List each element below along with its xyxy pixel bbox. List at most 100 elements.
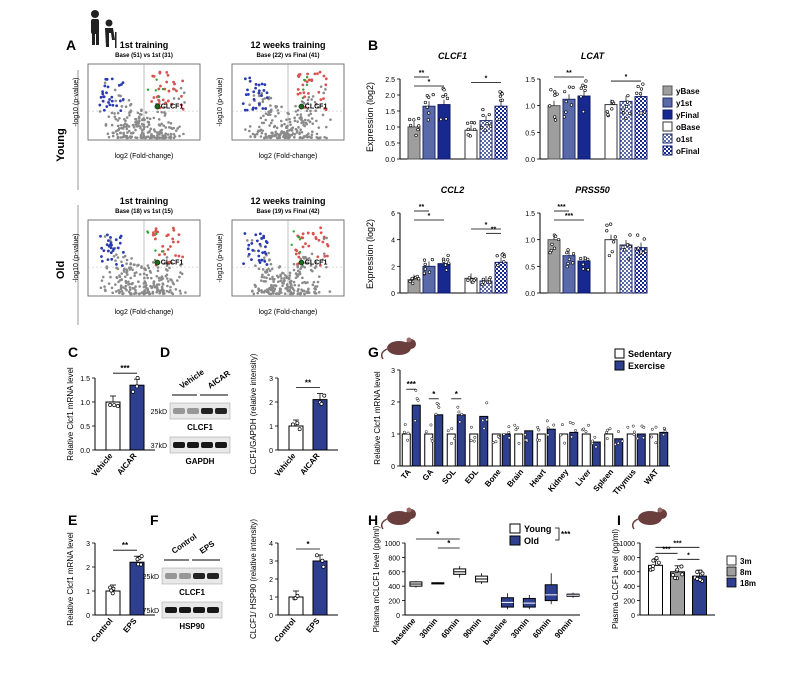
data-dot [517,441,521,445]
volcano-point [119,123,123,127]
legend-swatch [662,133,673,144]
data-dot [444,117,448,121]
volcano-point [128,286,132,289]
volcano-point-up [154,227,158,231]
mouse-icon [380,507,416,530]
volcano-point [171,281,175,284]
data-dot [481,113,485,118]
volcano-point-down [106,258,110,262]
data-dot [425,105,429,109]
volcano-point-up [318,70,322,74]
volcano-point [285,276,289,280]
data-dot [606,113,610,117]
y-tick-label: 2 [391,264,395,271]
volcano-point [264,112,268,115]
volcano-point [298,270,302,274]
volcano-point [161,286,164,290]
data-dot [494,440,498,444]
panel-b-legend: yBase y1st yFinal oBase o1st oFinal [662,85,701,156]
x-tick-label: Control [272,617,297,645]
volcano-point [311,269,314,273]
volcano-point [114,130,118,133]
data-dot [457,410,461,414]
data-dot [135,376,140,380]
volcano-point-down [265,241,269,245]
data-dot [481,419,485,422]
volcano-point-up [167,89,171,93]
y-axis-label: Relative Clcf1 mRNA level [66,532,75,626]
volcano-point-up [170,102,173,106]
bar-sedentary [626,433,636,467]
volcano-point-up [165,80,169,84]
volcano-point [149,127,153,131]
x-tick-label: Bone [483,467,503,489]
data-dot [442,88,446,92]
data-dot [469,425,473,429]
volcano-point-down [265,91,269,95]
data-dot [624,104,629,109]
x-tick-label: SOL [440,467,458,485]
x-tick-label: EPS [304,616,322,635]
volcano-point [143,267,146,270]
data-dot [502,254,506,259]
data-dot [571,261,575,265]
volcano-point [261,100,265,104]
data-dot [581,262,585,267]
volcano-point [307,132,310,135]
data-dot [679,564,684,569]
band-label: CLCF1 [179,588,205,597]
bar-sedentary [491,433,501,467]
volcano-point [155,283,159,287]
volcano-point [118,275,122,278]
volcano-point [169,121,173,125]
volcano-point-highlight [301,96,305,100]
y-tick-label: 2 [269,400,273,407]
volcano-point [267,267,270,271]
data-dot [488,280,492,284]
volcano-point [302,289,306,293]
volcano-point [143,118,146,122]
data-dot [579,95,583,99]
volcano-point [162,124,166,127]
data-dot [442,259,446,264]
volcano-point [176,127,179,130]
volcano-point-up [314,237,318,241]
data-dot [613,442,617,446]
volcano-point-down [265,96,269,100]
volcano-point [166,284,169,288]
volcano-point [319,85,323,88]
volcano-point [155,131,159,134]
volcano-point-down [257,249,260,253]
sig-label: * [485,222,488,229]
bar-sedentary [581,433,591,467]
volcano-point [310,252,314,256]
data-dot [523,433,527,437]
blot-band [165,573,177,579]
volcano-point [300,121,303,125]
data-dot [427,111,431,115]
data-dot [673,576,678,581]
volcano-point [103,235,107,238]
data-dot [651,558,656,563]
bar-exercise [434,414,444,467]
volcano-point-highlight [155,78,158,81]
y-tick-label: 3 [86,541,90,548]
data-dot [670,573,675,577]
volcano-point-up [316,255,320,259]
volcano-point-down [118,236,122,239]
volcano-point [322,252,326,256]
volcano-point [117,128,121,132]
volcano-point [264,132,267,136]
volcano-point [128,113,131,117]
data-dot [496,263,500,268]
data-dot [606,428,609,432]
volcano-point-up [158,253,161,257]
volcano-point-down [258,102,261,106]
volcano-point-up [319,263,322,267]
volcano-point [157,283,161,286]
human-silhouette-icon [91,10,117,48]
data-dot [424,430,428,434]
